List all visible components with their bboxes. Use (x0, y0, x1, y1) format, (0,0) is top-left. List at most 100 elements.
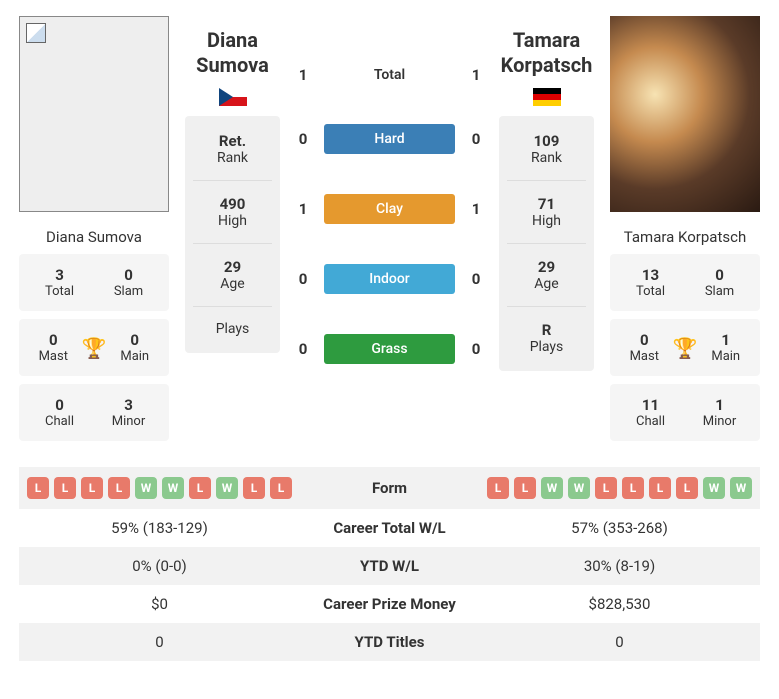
p1-total-val: 3 (25, 266, 94, 284)
cmp-p2: LLWWLLLLWW (479, 467, 760, 509)
cmp-p1: 59% (183-129) (19, 509, 300, 547)
form-pill[interactable]: L (487, 477, 509, 499)
comparison-table-body: LLLLWWLWLLFormLLWWLLLLWW59% (183-129)Car… (19, 467, 760, 661)
form-pill[interactable]: L (595, 477, 617, 499)
p2-name-first: Tamara (513, 28, 580, 52)
p2-name-header[interactable]: TamaraKorpatsch (499, 28, 594, 106)
h2h-right: 0 (469, 130, 483, 148)
h2h-center: 1Total10Hard01Clay10Indoor00Grass0 (296, 16, 483, 364)
p2-inner-column: TamaraKorpatsch 109Rank 71High 29Age RPl… (499, 16, 594, 371)
cmp-label: YTD W/L (300, 547, 479, 585)
head-to-head-top: Diana Sumova 3Total 0Slam 0Mast 🏆 0Main … (19, 16, 760, 441)
trophy-icon: 🏆 (82, 336, 107, 360)
form-pill[interactable]: L (514, 477, 536, 499)
h2h-left: 1 (296, 66, 310, 84)
lbl-rank: Rank (193, 150, 272, 166)
p2-plays-val: R (507, 321, 586, 339)
form-pill[interactable]: W (730, 477, 752, 499)
form-pill[interactable]: L (243, 477, 265, 499)
h2h-left: 0 (296, 340, 310, 358)
lbl-main: Main (106, 349, 163, 364)
p2-titles-row2: 0Mast 🏆 1Main (610, 319, 760, 376)
p1-name-first: Diana (207, 28, 258, 52)
cmp-p2: 0 (479, 623, 760, 661)
cmp-row: 59% (183-129)Career Total W/L57% (353-26… (19, 509, 760, 547)
p2-name-under: Tamara Korpatsch (610, 228, 760, 246)
p2-minor-val: 1 (685, 396, 754, 414)
cmp-p1: LLLLWWLWLL (19, 467, 300, 509)
form-pill[interactable]: W (541, 477, 563, 499)
form-pill[interactable]: L (54, 477, 76, 499)
form-pill[interactable]: W (568, 477, 590, 499)
h2h-right: 1 (469, 66, 483, 84)
lbl-age: Age (193, 276, 272, 292)
cmp-p2: 30% (8-19) (479, 547, 760, 585)
p2-slam-val: 0 (685, 266, 754, 284)
h2h-row: 1 Total 1 (296, 66, 483, 84)
p2-titles-row3: 11Chall 1Minor (610, 384, 760, 441)
lbl-chall: Chall (25, 414, 94, 429)
form-pill[interactable]: W (135, 477, 157, 499)
p1-rank-val: Ret. (193, 132, 272, 150)
surface-pill[interactable]: Grass (324, 334, 455, 364)
p1-outer-column: Diana Sumova 3Total 0Slam 0Mast 🏆 0Main … (19, 16, 169, 441)
form-pill[interactable]: L (270, 477, 292, 499)
p1-inner-stats: Ret.Rank 490High 29Age Plays (185, 116, 280, 353)
surface-pill[interactable]: Hard (324, 124, 455, 154)
cmp-label: Form (300, 467, 479, 509)
comparison-table: LLLLWWLWLLFormLLWWLLLLWW59% (183-129)Car… (19, 467, 760, 661)
cmp-p1: $0 (19, 585, 300, 623)
p1-titles-row2: 0Mast 🏆 0Main (19, 319, 169, 376)
p2-name-last: Korpatsch (501, 53, 593, 77)
p1-mast-val: 0 (25, 331, 82, 349)
p1-photo[interactable] (19, 16, 169, 212)
surface-label: Total (324, 67, 455, 83)
p1-minor-val: 3 (94, 396, 163, 414)
h2h-row: 0Hard0 (296, 124, 483, 154)
form-pill[interactable]: W (703, 477, 725, 499)
p1-age-val: 29 (193, 258, 272, 276)
flag-cz-icon (219, 88, 247, 106)
form-pill[interactable]: L (676, 477, 698, 499)
trophy-icon: 🏆 (673, 336, 698, 360)
form-pill[interactable]: L (27, 477, 49, 499)
cmp-label: Career Prize Money (300, 585, 479, 623)
p2-rank-val: 109 (507, 132, 586, 150)
cmp-row: 0YTD Titles0 (19, 623, 760, 661)
cmp-row: $0Career Prize Money$828,530 (19, 585, 760, 623)
cmp-row: LLLLWWLWLLFormLLWWLLLLWW (19, 467, 760, 509)
lbl-high: High (193, 213, 272, 229)
p2-titles-row1: 13Total 0Slam (610, 254, 760, 311)
form-pill[interactable]: W (216, 477, 238, 499)
p2-main-val: 1 (697, 331, 754, 349)
p1-name-header[interactable]: DianaSumova (185, 28, 280, 106)
cmp-label: Career Total W/L (300, 509, 479, 547)
form-pill[interactable]: L (81, 477, 103, 499)
p2-photo[interactable] (610, 16, 760, 212)
surface-pill[interactable]: Clay (324, 194, 455, 224)
cmp-p2: 57% (353-268) (479, 509, 760, 547)
p2-chall-val: 11 (616, 396, 685, 414)
cmp-label: YTD Titles (300, 623, 479, 661)
lbl-minor: Minor (94, 414, 163, 429)
p2-inner-stats: 109Rank 71High 29Age RPlays (499, 116, 594, 371)
p1-titles-row3: 0Chall 3Minor (19, 384, 169, 441)
h2h-row: 0Indoor0 (296, 264, 483, 294)
cmp-p1: 0 (19, 623, 300, 661)
form-pill[interactable]: L (622, 477, 644, 499)
p1-titles-row1: 3Total 0Slam (19, 254, 169, 311)
p2-age-val: 29 (507, 258, 586, 276)
surface-pill[interactable]: Indoor (324, 264, 455, 294)
form-pill[interactable]: L (649, 477, 671, 499)
form-pill[interactable]: L (108, 477, 130, 499)
lbl-total: Total (25, 284, 94, 299)
form-pill[interactable]: W (162, 477, 184, 499)
cmp-row: 0% (0-0)YTD W/L30% (8-19) (19, 547, 760, 585)
h2h-left: 0 (296, 270, 310, 288)
form-pill[interactable]: L (189, 477, 211, 499)
h2h-left: 1 (296, 200, 310, 218)
p2-outer-column: Tamara Korpatsch 13Total 0Slam 0Mast 🏆 1… (610, 16, 760, 441)
p1-name-under: Diana Sumova (19, 228, 169, 246)
lbl-slam: Slam (94, 284, 163, 299)
h2h-row: 1Clay1 (296, 194, 483, 224)
